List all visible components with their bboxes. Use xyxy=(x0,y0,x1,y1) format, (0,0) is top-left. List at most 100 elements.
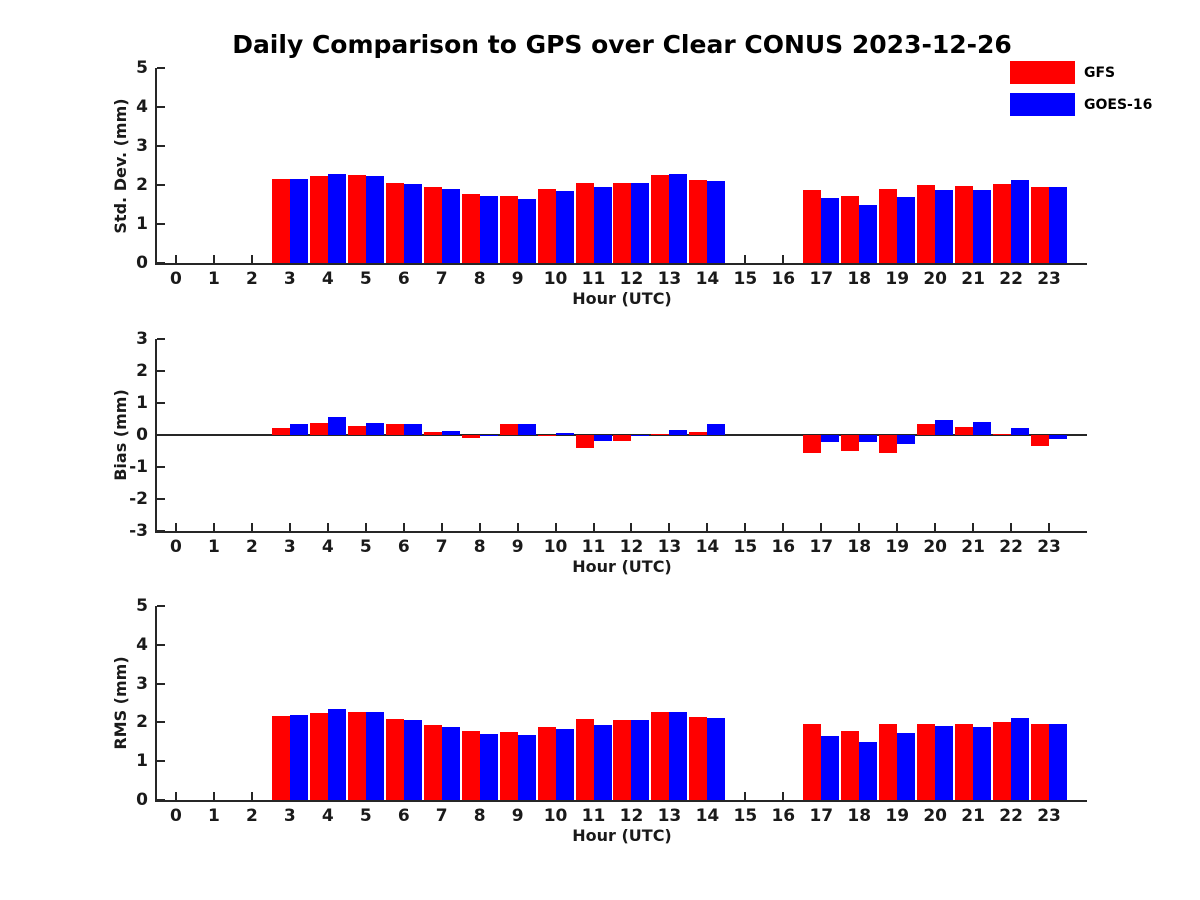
chart3-bar-goes16-h8 xyxy=(479,734,498,800)
chart1-bar-goes16-h11 xyxy=(593,187,612,263)
chart3-x-tick-label: 20 xyxy=(923,806,947,826)
chart1-y-tick xyxy=(157,106,165,108)
chart2-bar-gfs-h7 xyxy=(423,431,442,435)
chart3-x-tick-label: 22 xyxy=(999,806,1023,826)
chart1-x-tick-label: 9 xyxy=(511,269,524,289)
chart3-bar-goes16-h20 xyxy=(935,726,954,800)
chart1-x-tick xyxy=(744,255,747,263)
chart1-x-tick-label: 23 xyxy=(1037,269,1061,289)
chart1-y-tick-label: 4 xyxy=(136,97,148,117)
chart1-bar-goes16-h18 xyxy=(859,204,878,263)
chart2-x-tick xyxy=(288,523,291,531)
chart3-bar-goes16-h23 xyxy=(1049,723,1068,800)
chart3-y-axis-label: RMS (mm) xyxy=(111,656,130,750)
chart1-bar-gfs-h9 xyxy=(499,195,518,263)
chart1-x-tick-label: 7 xyxy=(435,269,448,289)
chart3-x-tick-label: 6 xyxy=(397,806,410,826)
chart3-x-tick-label: 7 xyxy=(435,806,448,826)
chart3-x-tick-label: 5 xyxy=(359,806,372,826)
chart2-x-tick-label: 23 xyxy=(1037,537,1061,557)
chart3-bar-gfs-h12 xyxy=(613,719,632,800)
chart1-y-tick xyxy=(157,67,165,69)
chart1-bar-goes16-h21 xyxy=(973,190,992,263)
chart2-bar-goes16-h8 xyxy=(479,435,498,437)
chart3-bar-goes16-h17 xyxy=(821,735,840,800)
chart3-bar-gfs-h3 xyxy=(271,715,290,800)
chart3-bar-goes16-h14 xyxy=(707,717,726,800)
chart3-x-tick-label: 11 xyxy=(581,806,606,826)
chart1-x-tick-label: 1 xyxy=(208,269,220,289)
chart1-bar-gfs-h7 xyxy=(423,186,442,263)
chart1-x-tick-label: 15 xyxy=(733,269,758,289)
chart3-x-tick-label: 13 xyxy=(657,806,682,826)
chart1-y-tick xyxy=(157,223,165,225)
chart1-y-tick-label: 1 xyxy=(136,214,148,234)
chart2-bar-gfs-h23 xyxy=(1031,435,1050,446)
chart3-bar-gfs-h11 xyxy=(575,718,594,800)
chart1-bar-goes16-h3 xyxy=(289,178,308,263)
chart2-bar-goes16-h23 xyxy=(1049,435,1068,440)
chart3-bar-gfs-h8 xyxy=(461,730,480,800)
chart2-y-tick xyxy=(157,338,165,340)
chart3-y-tick xyxy=(157,760,165,763)
chart2-x-tick-label: 4 xyxy=(321,537,334,557)
chart3-bar-goes16-h5 xyxy=(365,711,384,800)
chart2-x-tick xyxy=(668,523,671,531)
chart1-bar-goes16-h23 xyxy=(1049,186,1068,263)
chart3-bar-goes16-h19 xyxy=(897,733,916,800)
chart3-bar-gfs-h19 xyxy=(879,723,898,800)
chart1-x-tick-label: 19 xyxy=(885,269,910,289)
chart1-bar-gfs-h17 xyxy=(803,189,822,263)
chart1-bar-goes16-h14 xyxy=(707,181,726,263)
chart3-x-tick-label: 9 xyxy=(511,806,524,826)
chart3-x-tick xyxy=(212,792,215,800)
chart3-bar-gfs-h18 xyxy=(841,730,860,800)
chart1-x-tick-label: 12 xyxy=(619,269,644,289)
chart2-x-tick xyxy=(326,523,329,531)
chart2-bar-gfs-h19 xyxy=(879,435,898,453)
chart2-x-tick xyxy=(478,523,481,531)
chart1-bar-goes16-h5 xyxy=(365,176,384,263)
chart2-y-tick-label: 0 xyxy=(136,425,148,445)
chart2-bar-goes16-h14 xyxy=(707,424,726,435)
chart2-x-tick xyxy=(250,523,253,531)
chart2-bar-gfs-h14 xyxy=(689,432,708,435)
chart1-x-axis xyxy=(157,263,1087,265)
chart2-bar-goes16-h5 xyxy=(365,422,384,435)
chart2-y-axis xyxy=(155,339,157,533)
chart1-bar-gfs-h8 xyxy=(461,193,480,263)
chart1-y-tick xyxy=(157,262,165,264)
chart3-x-axis-label: Hour (UTC) xyxy=(572,826,672,845)
chart2-x-tick-label: 7 xyxy=(435,537,448,557)
chart3-bar-goes16-h10 xyxy=(555,729,574,800)
chart2-bar-gfs-h13 xyxy=(651,434,670,436)
chart1-bar-goes16-h7 xyxy=(441,189,460,263)
chart1-bar-gfs-h10 xyxy=(537,188,556,263)
chart2-bar-goes16-h6 xyxy=(403,423,422,435)
chart2-x-tick-label: 13 xyxy=(657,537,682,557)
chart1-x-tick xyxy=(212,255,215,263)
chart2-bar-goes16-h22 xyxy=(1011,428,1030,435)
legend-swatch-gfs xyxy=(1010,61,1075,84)
chart2-x-tick xyxy=(1048,523,1051,531)
chart3-bar-goes16-h9 xyxy=(517,735,536,800)
chart1-bar-goes16-h20 xyxy=(935,190,954,263)
chart2-y-tick xyxy=(157,434,165,436)
chart2-x-tick-label: 12 xyxy=(619,537,644,557)
chart2-x-tick-label: 5 xyxy=(359,537,372,557)
chart1-x-tick-label: 22 xyxy=(999,269,1023,289)
chart3-bar-gfs-h20 xyxy=(917,723,936,800)
chart3-y-tick xyxy=(157,799,165,801)
chart1-y-tick-label: 2 xyxy=(136,175,148,195)
chart2-x-tick xyxy=(972,523,975,531)
chart1-bar-gfs-h12 xyxy=(613,182,632,263)
chart3-bar-goes16-h22 xyxy=(1011,717,1030,800)
chart1-bar-gfs-h11 xyxy=(575,183,594,263)
chart1-x-tick-label: 21 xyxy=(961,269,985,289)
chart2-y-tick-label: 3 xyxy=(136,329,148,349)
chart1-bar-gfs-h19 xyxy=(879,188,898,263)
chart3-x-tick-label: 10 xyxy=(543,806,568,826)
chart1-bar-gfs-h3 xyxy=(271,179,290,263)
chart2-y-tick-label: 2 xyxy=(136,361,148,381)
chart1-bar-goes16-h8 xyxy=(479,196,498,263)
